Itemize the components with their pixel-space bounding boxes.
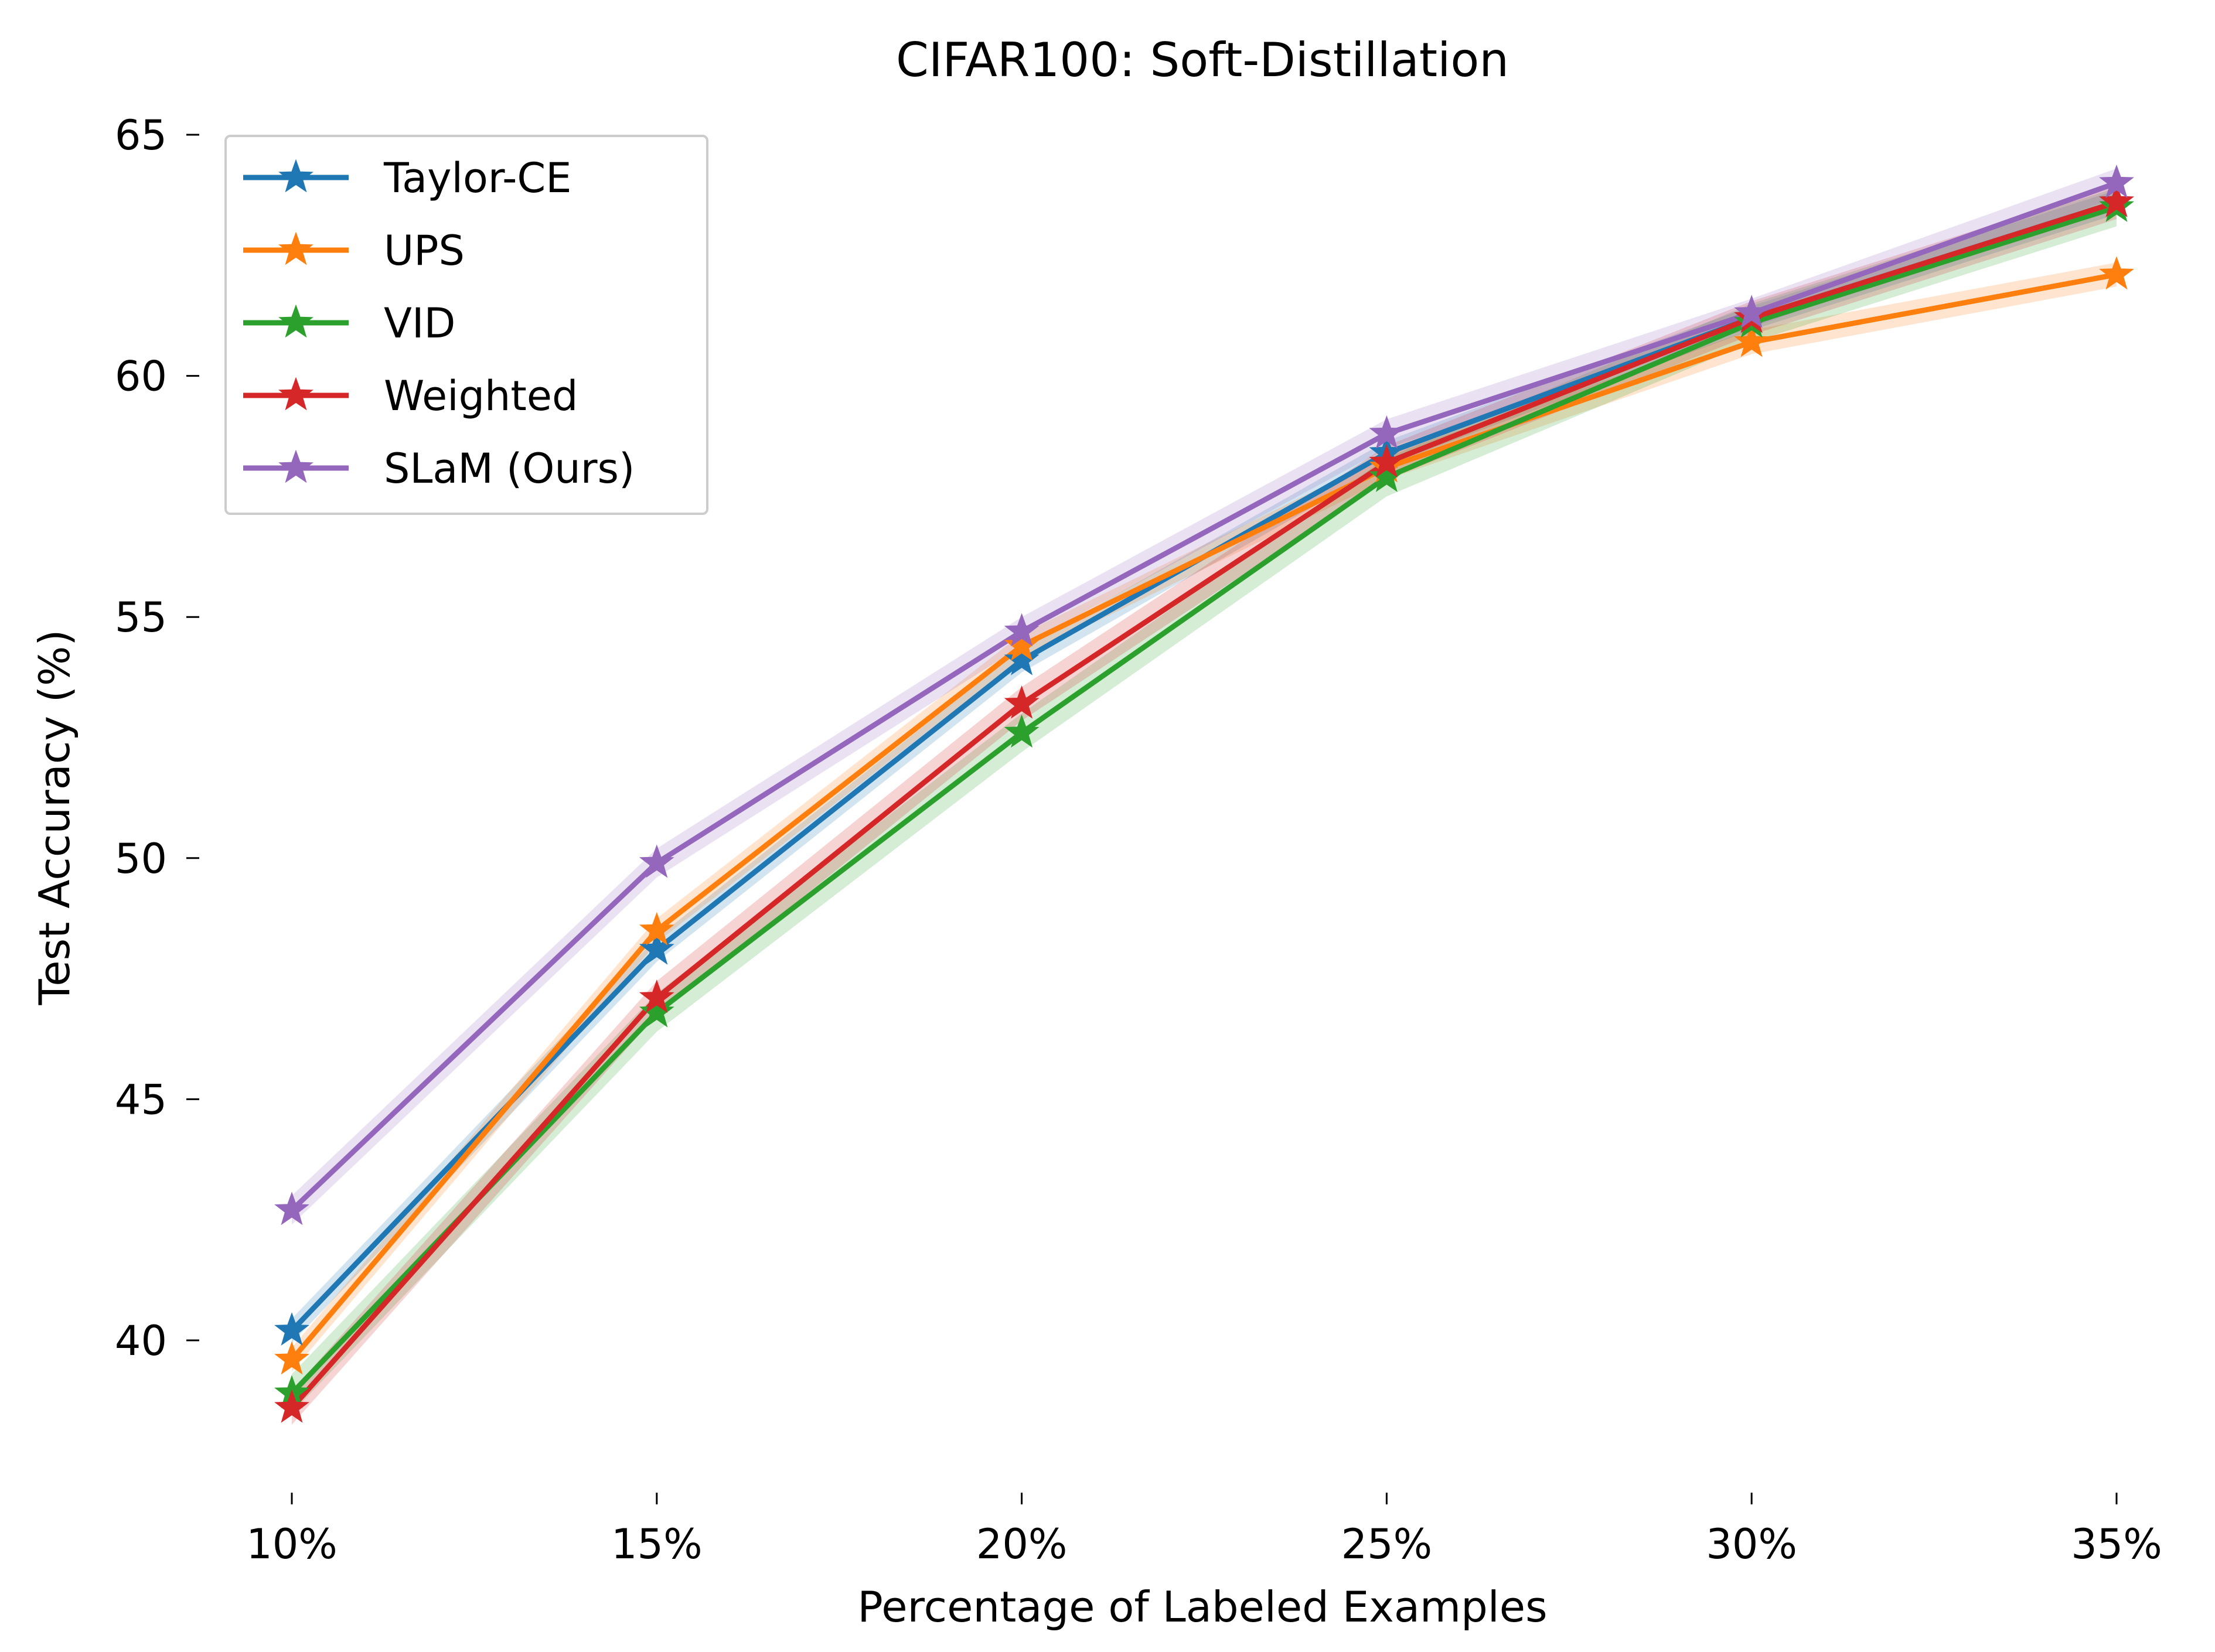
line-weighted [289,199,2118,1410]
point-vid [639,994,674,1028]
legend-label: UPS [384,227,465,275]
y-tick-label: 40 [115,1317,167,1365]
point-taylor-ce [639,931,674,965]
y-tick-label: 50 [115,835,167,883]
point-slam-ours [1734,295,1770,328]
x-tick-label: 10% [246,1520,338,1568]
point-slam-ours [1004,613,1040,647]
legend-label: VID [384,299,455,347]
y-axis: 40 45 50 55 60 65 [115,111,199,1365]
y-tick-label: 60 [115,353,167,401]
point-taylor-ce [274,1312,309,1346]
legend-marker-ups [278,231,313,265]
legend-marker-taylor-ce [278,159,313,193]
legend-label: SLaM (Ours) [384,445,635,493]
legend-frame [224,135,708,515]
point-slam-ours [2099,164,2134,198]
point-slam-ours [1369,415,1405,449]
legend: Taylor-CE UPS VID Weighted SLaM (Ours) [224,135,708,515]
line-ups [289,272,2117,1361]
y-tick-label: 65 [115,111,167,159]
point-ups [1734,323,1770,357]
x-axis-label: Percentage of Labeled Examples [857,1582,1547,1631]
point-vid [1369,459,1405,492]
legend-label: Taylor-CE [383,154,571,202]
series-lines [289,180,2118,1410]
legend-marker-slam-ours [278,449,313,483]
point-weighted [2099,183,2134,217]
legend-marker-weighted [278,377,313,411]
y-tick-label: 45 [115,1076,167,1124]
x-tick-label: 35% [2071,1520,2162,1568]
point-weighted [639,979,674,1013]
legend-marker-vid [278,304,313,338]
x-tick-label: 25% [1341,1520,1433,1568]
point-slam-ours [274,1192,309,1226]
chart-title: CIFAR100: Soft-Distillation [896,33,1509,87]
point-ups [274,1341,309,1375]
series-markers [274,164,2134,1423]
line-slam-ours [289,180,2118,1212]
point-ups [639,912,674,946]
point-slam-ours [639,844,674,878]
y-tick-label: 55 [115,593,167,641]
point-weighted [1004,685,1040,719]
line-vid [289,204,2118,1395]
point-taylor-ce [1004,641,1040,675]
point-weighted [274,1389,309,1423]
legend-label: Weighted [384,372,578,420]
x-tick-label: 30% [1706,1520,1797,1568]
x-tick-label: 20% [976,1520,1068,1568]
y-axis-label: Test Accuracy (%) [30,630,79,1006]
point-weighted [1369,444,1405,478]
point-ups [1004,627,1040,661]
x-tick-label: 15% [611,1520,703,1568]
point-ups [2099,256,2134,290]
point-vid [1004,714,1040,748]
x-axis: 10% 15% 20% 25% 30% 35% [246,1493,2162,1568]
